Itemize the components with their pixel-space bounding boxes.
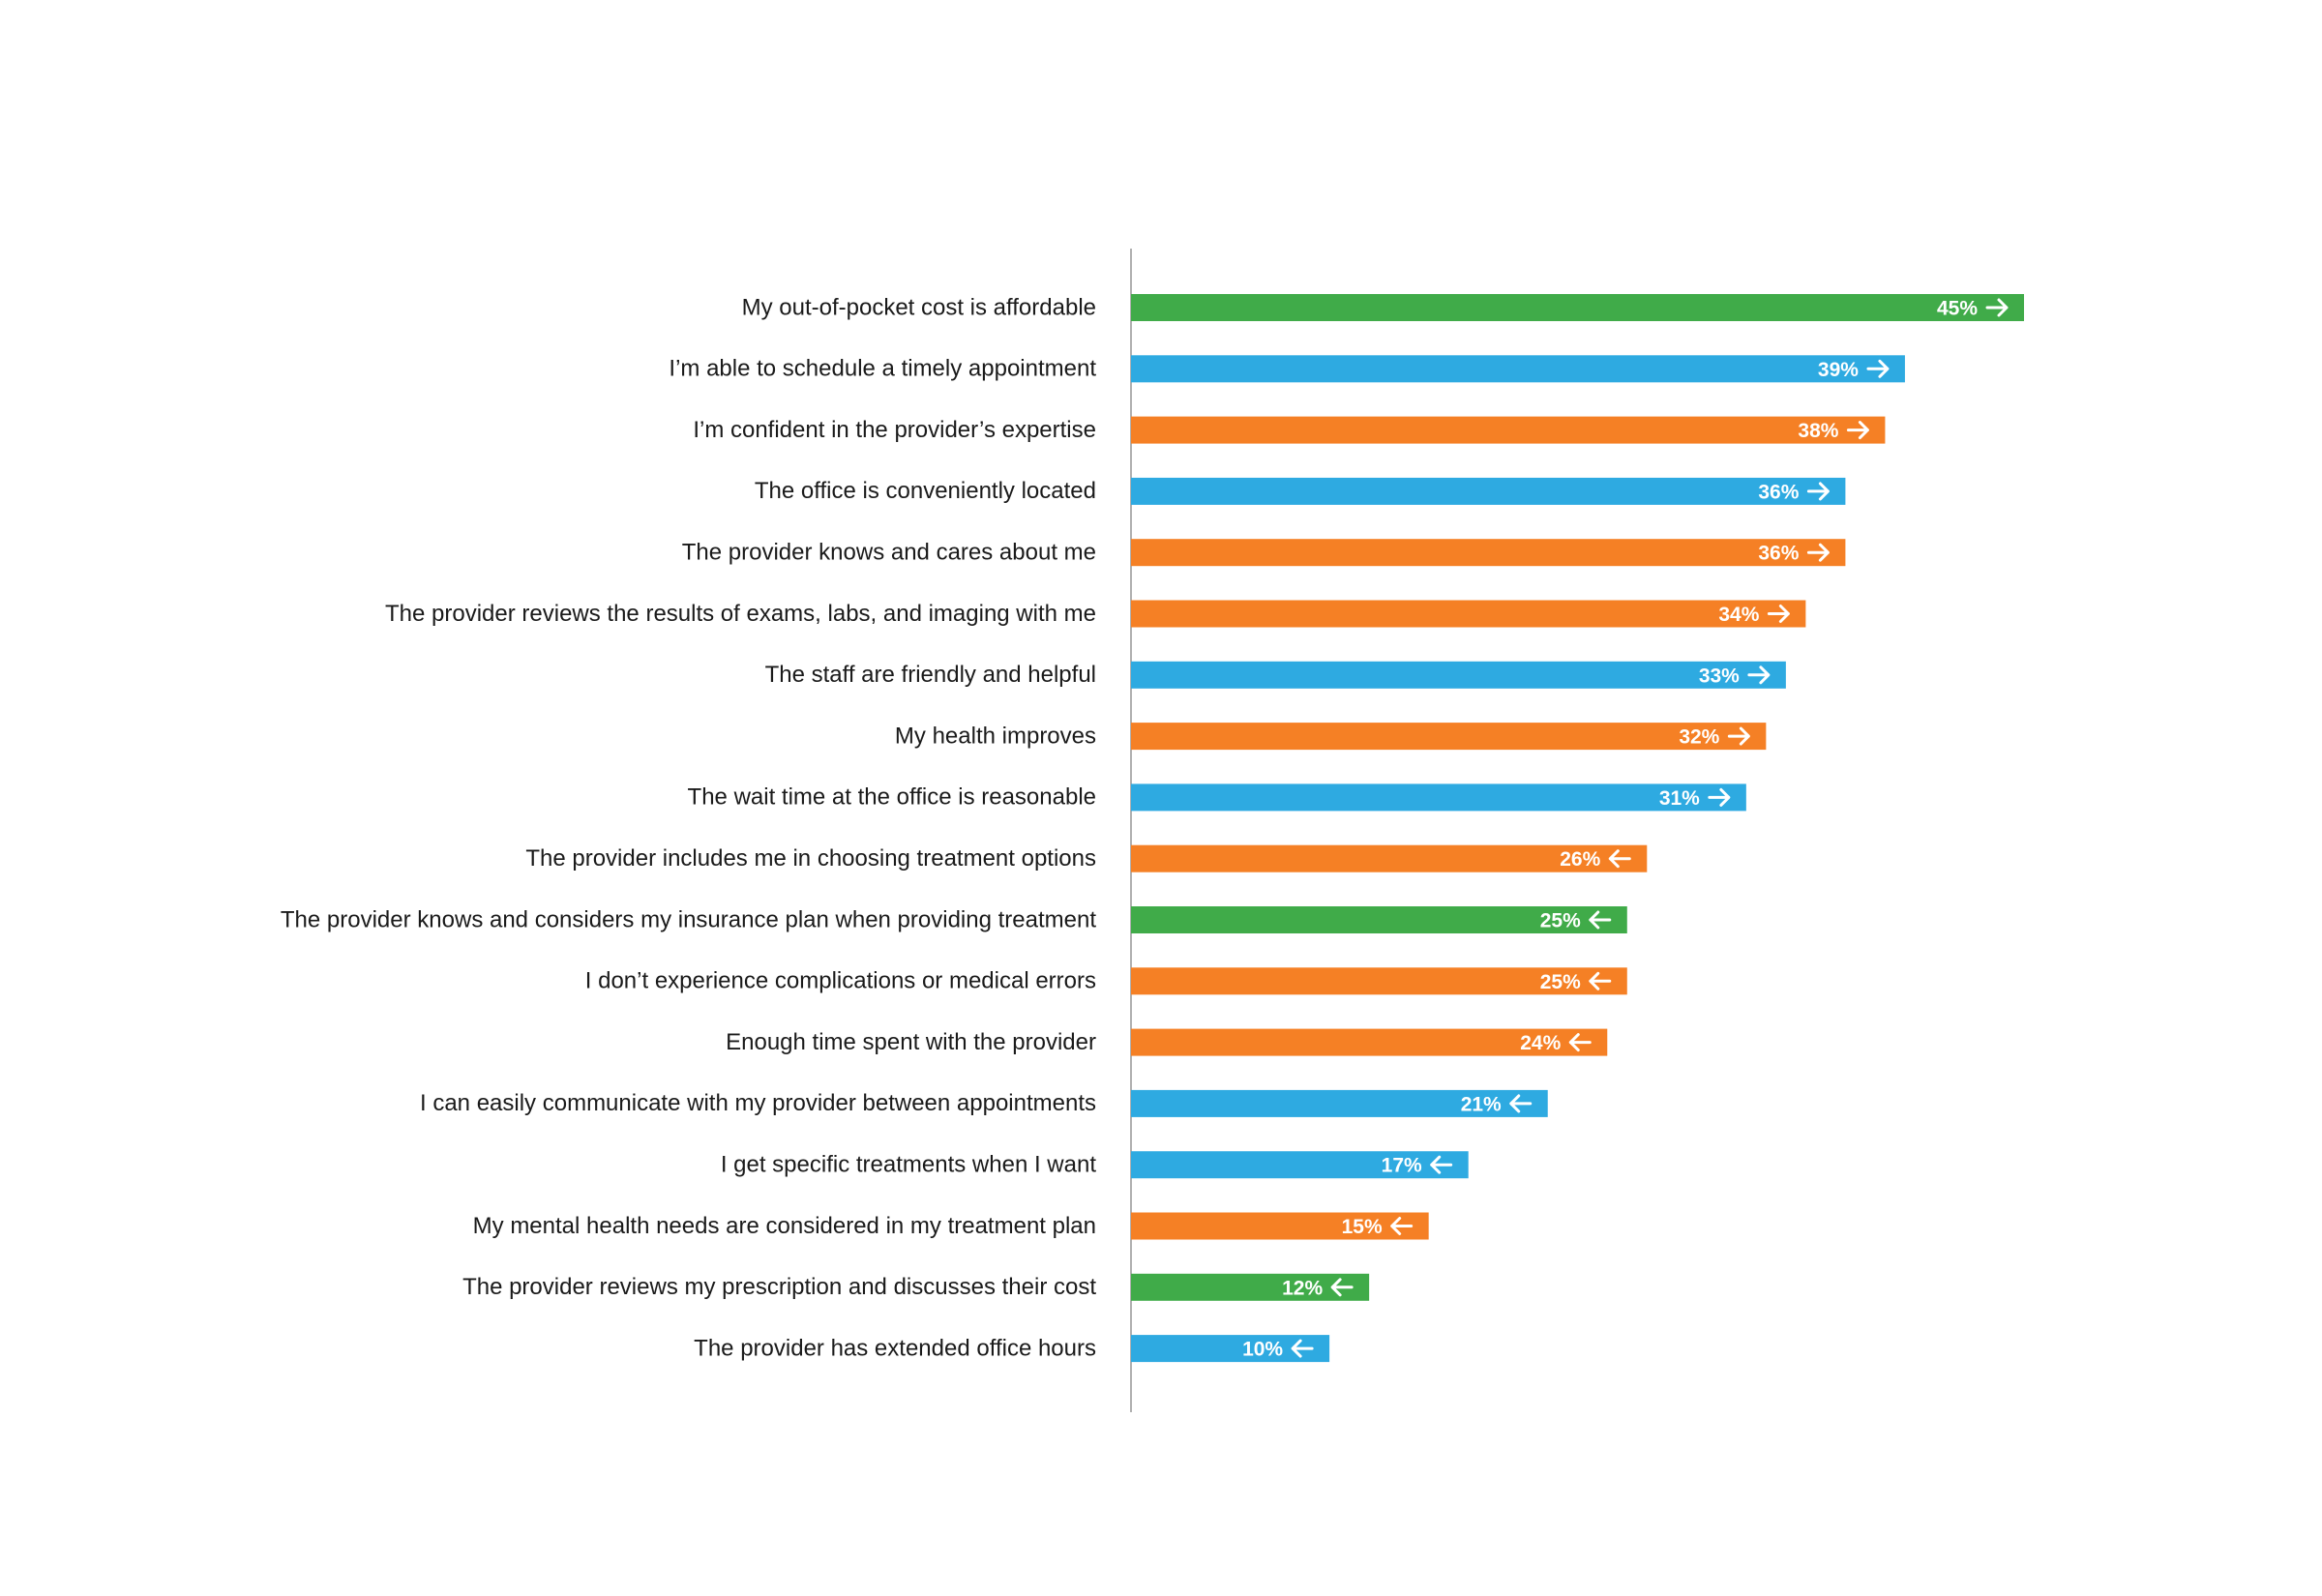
bar [1131,967,1627,995]
bar [1131,600,1806,628]
value-label: 15% [1342,1216,1383,1238]
category-label: The wait time at the office is reasonabl… [688,784,1096,811]
arrow-right-icon [1767,605,1790,623]
bars-group: My out-of-pocket cost is affordable 45% I’… [281,294,2024,1363]
bar [1131,355,1905,383]
arrow-right-icon [1806,543,1830,562]
category-label: My health improves [895,723,1096,749]
category-label: Enough time spent with the provider [726,1029,1096,1055]
bar [1131,294,2024,321]
category-label: I don’t experience complications or medi… [585,968,1096,994]
category-label: I get specific treatments when I want [721,1152,1097,1178]
category-label: The provider knows and cares about me [682,540,1096,566]
bar [1131,661,1786,689]
bar [1131,416,1886,444]
arrow-right-icon [1985,298,2009,317]
category-label: My mental health needs are considered in… [473,1213,1096,1239]
category-label: I’m confident in the provider’s expertis… [693,417,1096,443]
category-label: The provider has extended office hours [694,1335,1096,1361]
arrow-right-icon [1866,359,1890,378]
value-label: 39% [1818,359,1859,381]
value-label: 17% [1382,1155,1422,1177]
category-label: The provider reviews my prescription and… [462,1274,1096,1300]
value-label: 31% [1659,787,1700,810]
arrow-left-icon [1291,1339,1314,1358]
value-label: 25% [1540,910,1581,932]
value-label: 34% [1718,604,1759,626]
arrow-left-icon [1330,1278,1354,1297]
category-label: My out-of-pocket cost is affordable [742,294,1096,320]
arrow-right-icon [1806,482,1830,501]
arrow-right-icon [1846,421,1869,440]
value-label: 33% [1699,665,1740,687]
arrow-left-icon [1509,1094,1533,1113]
value-label: 36% [1758,481,1799,503]
bar [1131,844,1648,872]
arrow-left-icon [1430,1155,1453,1174]
bar [1131,1089,1548,1117]
bar [1131,723,1767,751]
category-label: The office is conveniently located [755,478,1096,504]
arrow-left-icon [1608,849,1631,869]
bar [1131,906,1627,933]
value-label: 24% [1520,1032,1561,1054]
value-label: 26% [1560,848,1600,871]
value-label: 36% [1758,543,1799,565]
bar [1131,1273,1370,1301]
arrow-left-icon [1390,1217,1414,1235]
category-label: The provider reviews the results of exam… [385,601,1096,627]
category-label: The staff are friendly and helpful [765,662,1096,688]
category-label: The provider knows and considers my insu… [281,906,1096,932]
value-label: 25% [1540,971,1581,993]
value-label: 10% [1242,1339,1283,1361]
bar [1131,1028,1608,1056]
bar [1131,1212,1429,1240]
value-label: 32% [1679,726,1719,749]
value-label: 38% [1798,420,1838,442]
category-label: The provider includes me in choosing tre… [525,845,1096,872]
arrow-right-icon [1747,665,1771,685]
bar [1131,477,1846,505]
value-label: 45% [1937,298,1978,320]
value-label: 12% [1282,1277,1323,1299]
bar [1131,539,1846,567]
bar [1131,1151,1469,1179]
arrow-left-icon [1589,971,1612,990]
arrow-left-icon [1589,910,1612,930]
arrow-right-icon [1708,787,1731,807]
category-label: I can easily communicate with my provide… [420,1090,1096,1116]
value-label: 21% [1461,1093,1502,1115]
category-label: I’m able to schedule a timely appointmen… [669,356,1096,382]
arrow-right-icon [1727,726,1750,746]
bar [1131,783,1746,812]
arrow-left-icon [1568,1033,1592,1052]
